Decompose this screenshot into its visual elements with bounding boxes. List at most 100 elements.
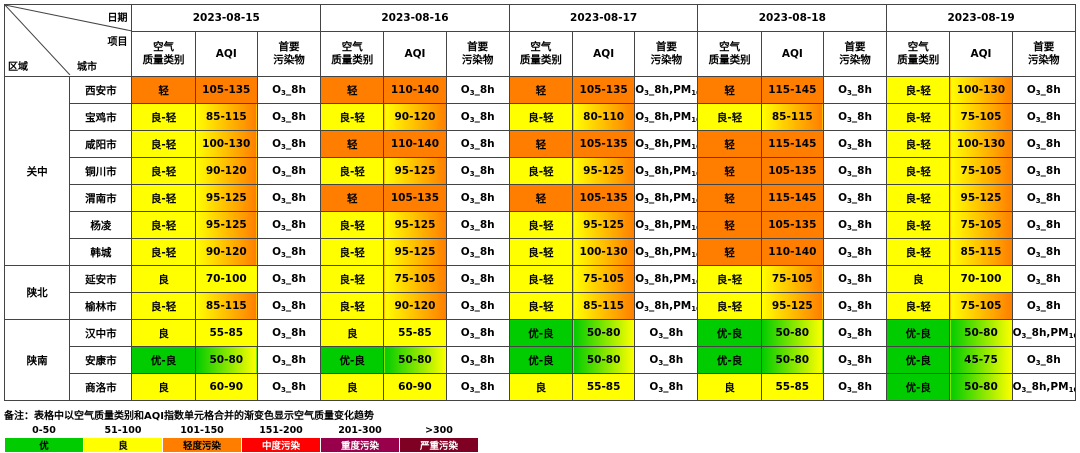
- category-cell: 良: [320, 373, 385, 401]
- aqi-cell: 50-80: [760, 346, 824, 374]
- category-cell: 良-轻: [886, 211, 951, 239]
- category-cell: 良: [320, 319, 385, 347]
- aqi-cell: 60-90: [194, 373, 258, 401]
- item-axis-label: 项目: [107, 37, 128, 48]
- pollutant-cell: O3_8h,PM10: [634, 157, 699, 185]
- legend-swatch: 重度污染: [320, 437, 400, 453]
- legend-swatch: 中度污染: [241, 437, 321, 453]
- region-axis-label: 区域: [8, 62, 28, 73]
- col-header-aqi: AQI: [949, 31, 1013, 77]
- col-header-pollutant-line2: 污染物: [1028, 54, 1060, 66]
- aqi-cell: 100-130: [949, 130, 1013, 158]
- category-cell: 良: [886, 265, 951, 293]
- category-cell: 良-轻: [886, 103, 951, 131]
- category-cell: 良-轻: [886, 238, 951, 266]
- pollutant-cell: O3_8h: [634, 373, 699, 401]
- region-cell: 陕南: [3, 319, 71, 401]
- aqi-cell: 105-135: [760, 211, 824, 239]
- city-cell: 商洛市: [69, 373, 133, 401]
- table-row: 铜川市 良-轻 90-120 O3_8h 良-轻 95-125 O3_8h 良-轻 95-125…: [5, 157, 1077, 185]
- date-header: 2023-08-15: [131, 4, 322, 32]
- category-cell: 良-轻: [131, 130, 196, 158]
- pollutant-cell: O3_8h: [1011, 157, 1077, 185]
- legend-swatch: 轻度污染: [162, 437, 242, 453]
- city-cell: 韩城: [69, 238, 133, 266]
- category-cell: 良-轻: [508, 265, 574, 293]
- col-header-aqi: AQI: [383, 31, 447, 77]
- table-row: 杨凌 良-轻 95-125 O3_8h 良-轻 95-125 O3_8h 良-轻 95-125 O…: [5, 211, 1077, 239]
- date-header: 2023-08-16: [320, 4, 510, 32]
- pollutant-cell: O3_8h: [822, 211, 888, 239]
- category-cell: 良-轻: [697, 292, 762, 320]
- pollutant-cell: O3_8h: [445, 130, 510, 158]
- category-cell: 优-良: [886, 346, 951, 374]
- aqi-cell: 70-100: [194, 265, 258, 293]
- col-header-aqi: AQI: [194, 31, 258, 77]
- pollutant-cell: O3_8h: [1011, 238, 1077, 266]
- aqi-cell: 105-135: [572, 76, 636, 104]
- city-cell: 咸阳市: [69, 130, 133, 158]
- col-header-category: 空气 质量类别: [697, 31, 762, 77]
- pollutant-cell: O3_8h: [634, 346, 699, 374]
- pollutant-cell: O3_8h: [256, 76, 322, 104]
- pollutant-cell: O3_8h: [822, 346, 888, 374]
- category-cell: 轻: [508, 184, 574, 212]
- aqi-cell: 75-105: [949, 292, 1013, 320]
- aqi-cell: 80-110: [572, 103, 636, 131]
- category-cell: 优-良: [886, 319, 951, 347]
- pollutant-cell: O3_8h: [256, 292, 322, 320]
- date-header: 2023-08-18: [697, 4, 888, 32]
- pollutant-cell: O3_8h: [445, 238, 510, 266]
- aqi-cell: 90-120: [383, 292, 447, 320]
- category-cell: 良-轻: [131, 103, 196, 131]
- col-header-category-line2: 质量类别: [331, 54, 374, 66]
- aqi-cell: 85-115: [194, 103, 258, 131]
- legend-range: 101-150: [180, 425, 224, 436]
- aqi-cell: 75-105: [949, 157, 1013, 185]
- category-cell: 良-轻: [131, 184, 196, 212]
- table-row: 陕南 汉中市良 55-85 O3_8h 良 55-85 O3_8h 优-良 50-80 O3_8h…: [3, 319, 1077, 401]
- category-cell: 轻: [131, 76, 196, 104]
- pollutant-cell: O3_8h,PM10: [1011, 319, 1077, 347]
- col-header-pollutant-line2: 污染物: [273, 54, 305, 66]
- col-header-pollutant-line2: 污染物: [650, 54, 683, 66]
- pollutant-cell: O3_8h: [256, 319, 322, 347]
- col-header-category: 空气 质量类别: [131, 31, 196, 77]
- aqi-cell: 60-90: [383, 373, 447, 401]
- city-cell: 杨凌: [69, 211, 133, 239]
- category-cell: 优-良: [131, 346, 196, 374]
- aqi-cell: 75-105: [949, 211, 1013, 239]
- col-header-pollutant: 首要 污染物: [822, 31, 888, 77]
- col-header-pollutant-line1: 首要: [467, 41, 489, 53]
- pollutant-cell: O3_8h: [1011, 76, 1077, 104]
- aqi-cell: 95-125: [572, 157, 636, 185]
- date-header: 2023-08-19: [886, 4, 1076, 32]
- col-header-aqi: AQI: [760, 31, 824, 77]
- category-cell: 轻: [508, 76, 574, 104]
- col-header-pollutant-line1: 首要: [844, 41, 866, 53]
- col-header-pollutant-line1: 首要: [278, 41, 300, 53]
- aqi-cell: 105-135: [760, 157, 824, 185]
- category-cell: 良-轻: [320, 292, 385, 320]
- category-cell: 良-轻: [131, 238, 196, 266]
- category-cell: 轻: [697, 211, 762, 239]
- col-header-category-line1: 空气: [719, 41, 741, 53]
- pollutant-cell: O3_8h: [256, 238, 322, 266]
- date-header: 2023-08-17: [508, 4, 699, 32]
- category-cell: 轻: [320, 76, 385, 104]
- aqi-cell: 75-105: [760, 265, 824, 293]
- aqi-cell: 105-135: [194, 76, 258, 104]
- aqi-cell: 55-85: [194, 319, 258, 347]
- category-cell: 良: [131, 373, 196, 401]
- table-corner-header: 日期 项目 区域 城市: [3, 4, 133, 77]
- col-header-pollutant-line1: 首要: [655, 41, 677, 53]
- pollutant-cell: O3_8h: [822, 238, 888, 266]
- pollutant-cell: O3_8h: [445, 103, 510, 131]
- pollutant-cell: O3_8h: [256, 103, 322, 131]
- category-cell: 良-轻: [697, 265, 762, 293]
- pollutant-cell: O3_8h: [1011, 103, 1077, 131]
- aqi-cell: 70-100: [949, 265, 1013, 293]
- city-cell: 汉中市: [69, 319, 133, 347]
- city-cell: 铜川市: [69, 157, 133, 185]
- col-header-category-line1: 空气: [530, 41, 552, 53]
